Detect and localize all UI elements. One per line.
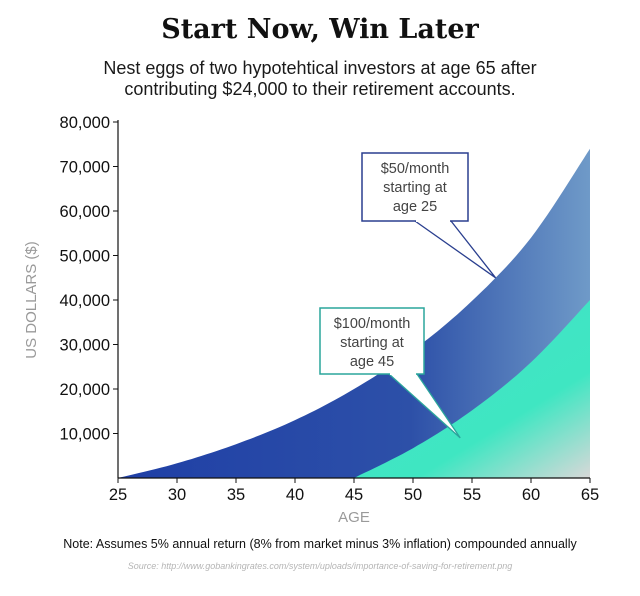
x-tick-label: 25 <box>109 486 127 504</box>
y-tick-label: 60,000 <box>60 203 110 221</box>
callout-age-25: $50/month starting at age 25 <box>361 152 497 279</box>
x-tick-label: 30 <box>168 486 186 504</box>
source-line: Source: http://www.gobankingrates.com/sy… <box>127 561 513 571</box>
series-area-age-45 <box>354 300 590 478</box>
callout-pointer <box>412 220 497 279</box>
x-tick-label: 60 <box>522 486 540 504</box>
y-tick-label: 50,000 <box>60 248 110 266</box>
x-tick-label: 65 <box>581 486 599 504</box>
y-tick-label: 30,000 <box>60 337 110 355</box>
footnote: Note: Assumes 5% annual return (8% from … <box>63 537 577 551</box>
callout-text-line: age 45 <box>350 354 394 370</box>
callout-text-line: $50/month <box>381 161 450 177</box>
chart-subtitle: Nest eggs of two hypotehtical investors … <box>103 58 537 99</box>
y-axis-label: US DOLLARS ($) <box>23 241 40 359</box>
callout-box <box>361 152 469 222</box>
y-tick-label: 40,000 <box>60 292 110 310</box>
callout-text-line: age 25 <box>393 199 437 215</box>
x-tick-label: 50 <box>404 486 422 504</box>
y-tick-label: 70,000 <box>60 159 110 177</box>
y-tick-label: 80,000 <box>60 114 110 132</box>
callout-text-line: starting at <box>340 335 404 351</box>
callout-age-45: $100/month starting at age 45 <box>319 307 461 439</box>
chart-title: Start Now, Win Later <box>161 14 479 45</box>
callout-text-line: starting at <box>383 180 447 196</box>
y-tick-label: 20,000 <box>60 381 110 399</box>
callout-text-line: $100/month <box>334 316 411 332</box>
y-tick-label: 10,000 <box>60 426 110 444</box>
area-chart: 10,000 20,000 30,000 40,000 50,000 60,000 70,0… <box>23 114 599 526</box>
x-tick-label: 40 <box>286 486 304 504</box>
x-tick-label: 35 <box>227 486 245 504</box>
x-axis-label: AGE <box>338 509 370 526</box>
callout-box <box>319 307 425 375</box>
x-tick-label: 55 <box>463 486 481 504</box>
x-tick-label: 45 <box>345 486 363 504</box>
series-area-age-25 <box>118 148 590 478</box>
